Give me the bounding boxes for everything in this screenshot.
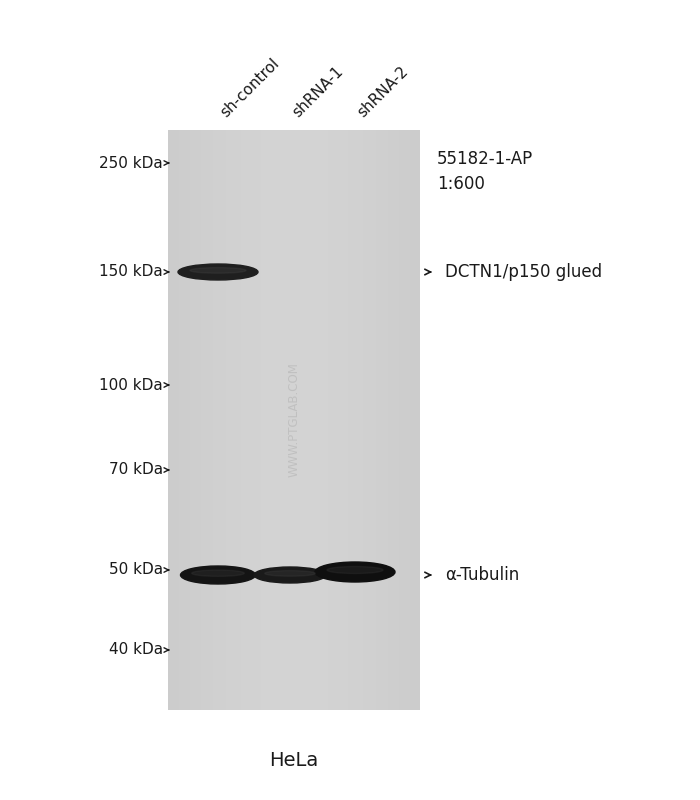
Text: 150 kDa: 150 kDa [99, 265, 163, 279]
Text: 70 kDa: 70 kDa [109, 462, 163, 478]
Text: 50 kDa: 50 kDa [109, 562, 163, 578]
Text: shRNA-2: shRNA-2 [355, 64, 412, 120]
Text: 40 kDa: 40 kDa [109, 642, 163, 658]
Ellipse shape [190, 267, 246, 273]
Text: DCTN1/p150 glued: DCTN1/p150 glued [445, 263, 602, 281]
Ellipse shape [315, 562, 395, 582]
Text: 100 kDa: 100 kDa [99, 378, 163, 393]
Text: HeLa: HeLa [270, 750, 318, 770]
Text: WWW.PTGLAB.COM: WWW.PTGLAB.COM [288, 362, 300, 478]
Text: α-Tubulin: α-Tubulin [445, 566, 519, 584]
Ellipse shape [254, 567, 326, 583]
Text: 55182-1-AP
1:600: 55182-1-AP 1:600 [437, 150, 533, 193]
Text: shRNA-1: shRNA-1 [290, 64, 346, 120]
Ellipse shape [181, 566, 256, 584]
Bar [168, 130, 420, 710]
Text: 250 kDa: 250 kDa [99, 155, 163, 170]
Text: sh-control: sh-control [218, 55, 283, 120]
Ellipse shape [192, 570, 244, 576]
Ellipse shape [178, 264, 258, 280]
Ellipse shape [327, 566, 383, 574]
Ellipse shape [265, 570, 315, 576]
